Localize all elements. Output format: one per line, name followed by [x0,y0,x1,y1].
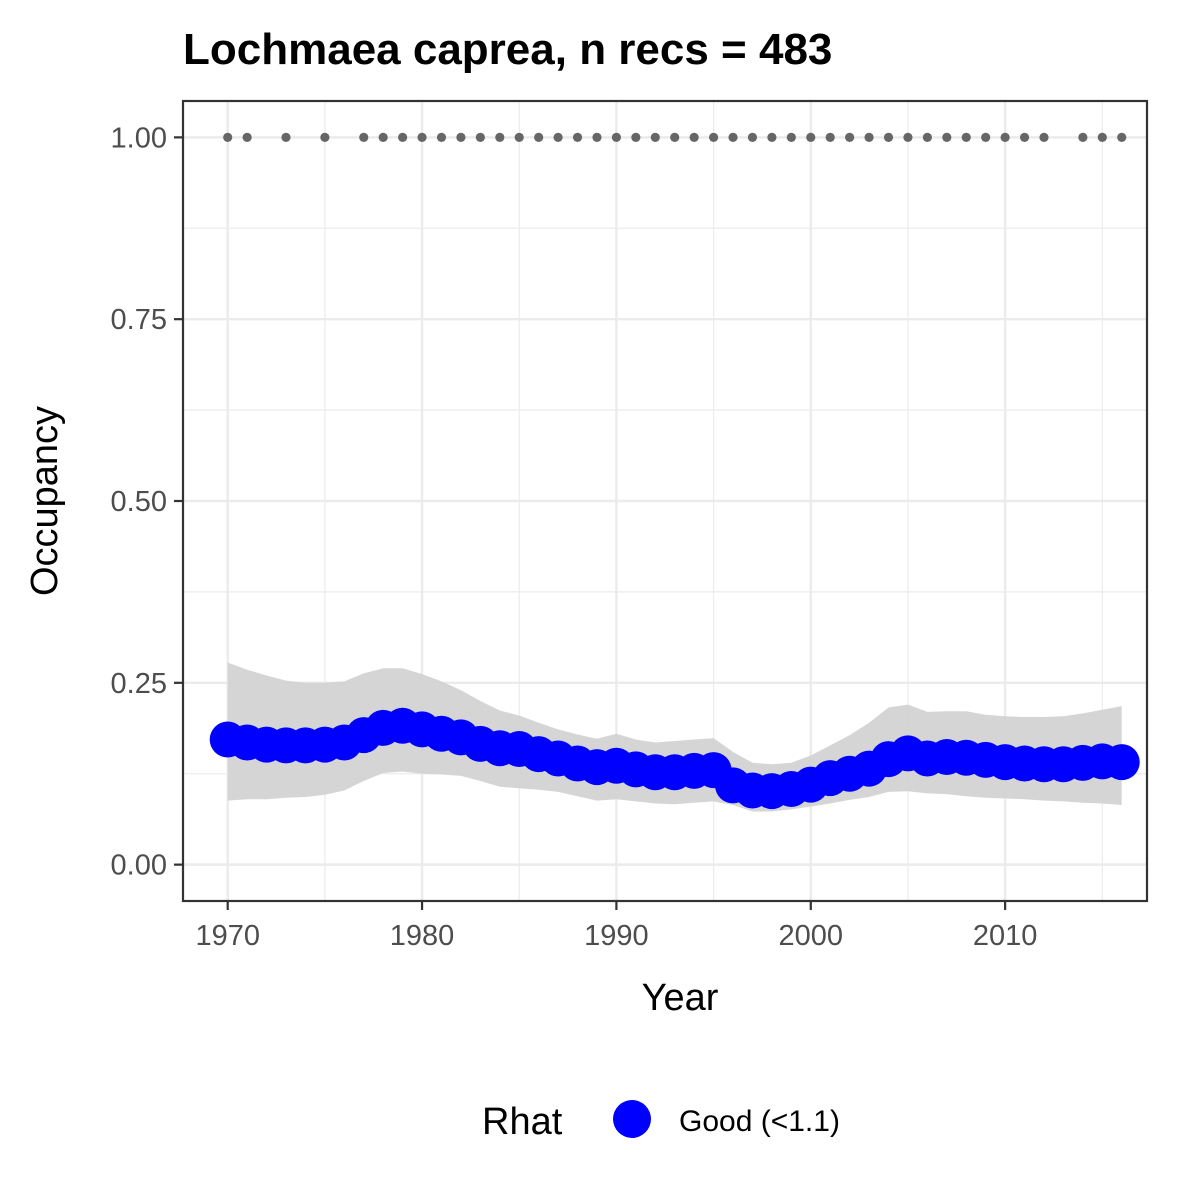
x-tick-label: 1990 [584,920,649,952]
record-point [708,132,719,142]
x-axis-title: Year [642,977,719,1019]
record-point [1097,132,1107,142]
record-point [378,132,388,142]
record-point [1000,132,1010,142]
record-point [961,132,971,142]
record-point [223,132,233,142]
record-point [650,132,660,142]
record-point [825,132,835,142]
record-point [1019,132,1030,142]
record-point [1117,132,1127,142]
record-point [864,132,874,142]
y-tick-label: 0.00 [111,850,167,882]
series-point [1103,744,1140,781]
x-tick-label: 2000 [779,920,844,952]
record-point [572,132,583,142]
record-point [670,132,680,142]
record-point [359,132,369,142]
record-point [475,132,485,142]
record-point [689,132,699,142]
y-tick-label: 0.25 [111,668,167,700]
record-point [495,132,505,142]
record-point [806,132,816,142]
x-tick-label: 2010 [973,920,1038,952]
x-axis: 1970 1980 1990 2000 2010 [195,901,1037,952]
record-point [242,132,252,142]
record-point [1078,132,1088,142]
record-points [223,132,1127,142]
record-point [883,132,894,142]
record-point [767,132,777,142]
record-point [436,132,447,142]
record-point [534,132,544,142]
record-point [611,132,622,142]
legend-key-good [613,1100,651,1138]
y-axis-title: Occupancy [24,406,66,596]
x-tick-label: 1970 [195,920,260,952]
record-point [592,132,602,142]
y-axis: 0.00 0.25 0.50 0.75 1.00 [111,122,183,882]
x-tick-label: 1980 [390,920,455,952]
legend-label-good: Good (<1.1) [679,1105,840,1138]
record-point [845,132,855,142]
record-point [514,132,524,142]
record-point [747,132,758,142]
legend-title: Rhat [482,1101,563,1143]
y-tick-label: 0.50 [111,486,167,518]
record-point [631,132,641,142]
record-point [456,132,466,142]
y-tick-label: 0.75 [111,304,167,336]
record-point [981,132,991,142]
chart-title: Lochmaea caprea, n recs = 483 [183,25,832,74]
record-point [281,132,291,142]
record-point [417,132,427,142]
record-point [1039,132,1049,142]
record-point [728,132,738,142]
record-point [320,132,330,142]
record-point [903,132,913,142]
y-tick-label: 1.00 [111,122,167,154]
occupancy-series [209,707,1140,810]
record-point [922,132,932,142]
record-point [786,132,796,142]
record-point [942,132,952,142]
record-point [398,132,408,142]
record-point [553,132,563,142]
legend: Rhat Good (<1.1) [482,1100,840,1143]
